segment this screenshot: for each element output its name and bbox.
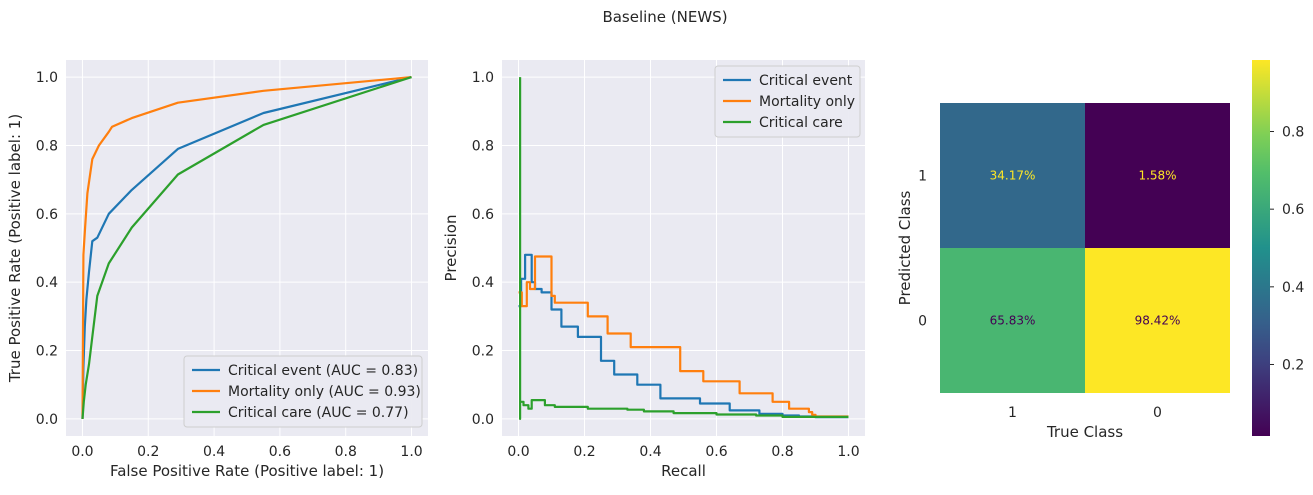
series-line-2 [518, 77, 849, 420]
x-tick-label: 0.2 [573, 444, 595, 460]
x-tick-label: 0.8 [335, 444, 357, 460]
colorbar-tick-label: 0.8 [1282, 125, 1304, 141]
y-tick-label: 0.6 [36, 207, 58, 223]
figure-title: Baseline (NEWS) [602, 8, 727, 26]
cell-label: 65.83% [990, 314, 1036, 328]
x-axis-label: True Class [1046, 423, 1123, 441]
matrix-cell [940, 248, 1085, 393]
series-line-0 [518, 253, 849, 419]
legend-box [714, 65, 861, 138]
legend-box [183, 355, 423, 428]
colorbar [1252, 60, 1270, 436]
y-tick-label: 0.4 [36, 275, 58, 291]
matrix-cell [1085, 103, 1230, 248]
y-tick-label: 0.4 [472, 275, 494, 291]
legend-label-1: Mortality only [759, 94, 855, 110]
cell-label: 34.17% [990, 169, 1036, 183]
x-tick-label: 0.8 [771, 444, 793, 460]
precision-recall-chart: 0.0 0.2 0.4 0.6 0.8 1.0 0.0 0.2 0.4 0.6 0.8 1.0 Reca… [442, 60, 865, 480]
x-tick-label: 0.0 [71, 444, 93, 460]
x-tick-label: 0.2 [137, 444, 159, 460]
x-tick-label: 0.6 [269, 444, 291, 460]
y-axis-label: Predicted Class [896, 190, 914, 305]
legend-label-2: Critical care (AUC = 0.77) [228, 405, 409, 421]
y-axis-label: Precision [442, 215, 460, 282]
y-tick-label: 0.0 [472, 412, 494, 428]
matrix-cell [940, 103, 1085, 248]
y-tick-label: 0.2 [36, 344, 58, 360]
x-tick-label: 1 [1008, 405, 1017, 421]
cell-label: 98.42% [1135, 314, 1181, 328]
legend-label-2: Critical care [759, 115, 843, 131]
y-axis-label: True Positive Rate (Positive label: 1) [6, 114, 24, 383]
series-line-1 [518, 255, 849, 418]
x-tick-label: 1.0 [837, 444, 859, 460]
legend-label-0: Critical event (AUC = 0.83) [228, 363, 418, 379]
y-tick-label: 1.0 [36, 70, 58, 86]
y-tick-label: 0.8 [472, 138, 494, 154]
series-line-0 [81, 76, 412, 419]
colorbar-tick-label: 0.6 [1282, 202, 1304, 218]
y-tick-label: 1.0 [472, 70, 494, 86]
series-line-2 [81, 76, 412, 419]
x-tick-label: 0.0 [507, 444, 529, 460]
x-tick-label: 0.6 [705, 444, 727, 460]
y-tick-label: 0.8 [36, 138, 58, 154]
roc-chart: 0.0 0.2 0.4 0.6 0.8 1.0 0.0 0.2 0.4 0.6 0.8 1.0 Fals… [6, 60, 428, 480]
colorbar-tick-label: 0.2 [1282, 357, 1304, 373]
y-tick-label: 0.6 [472, 207, 494, 223]
y-tick-label: 0.2 [472, 344, 494, 360]
x-axis-label: False Positive Rate (Positive label: 1) [110, 462, 384, 480]
y-tick-label: 0.0 [36, 412, 58, 428]
x-tick-label: 1.0 [400, 444, 422, 460]
x-axis-label: Recall [661, 462, 706, 480]
colorbar-tick-label: 0.4 [1282, 280, 1304, 296]
x-tick-label: 0.4 [639, 444, 661, 460]
x-tick-label: 0.4 [203, 444, 225, 460]
confusion-matrix-chart: 34.17% 1.58% 65.83% 98.42% 1 0 1 0 True Class Pre… [896, 60, 1304, 441]
y-tick-label: 1 [918, 169, 927, 185]
x-tick-label: 0 [1153, 405, 1162, 421]
series-line-1 [81, 76, 412, 419]
cell-label: 1.58% [1138, 169, 1176, 183]
legend-label-0: Critical event [759, 73, 853, 89]
y-tick-label: 0 [918, 314, 927, 330]
matrix-cell [1085, 248, 1230, 393]
legend-label-1: Mortality only (AUC = 0.93) [228, 384, 421, 400]
